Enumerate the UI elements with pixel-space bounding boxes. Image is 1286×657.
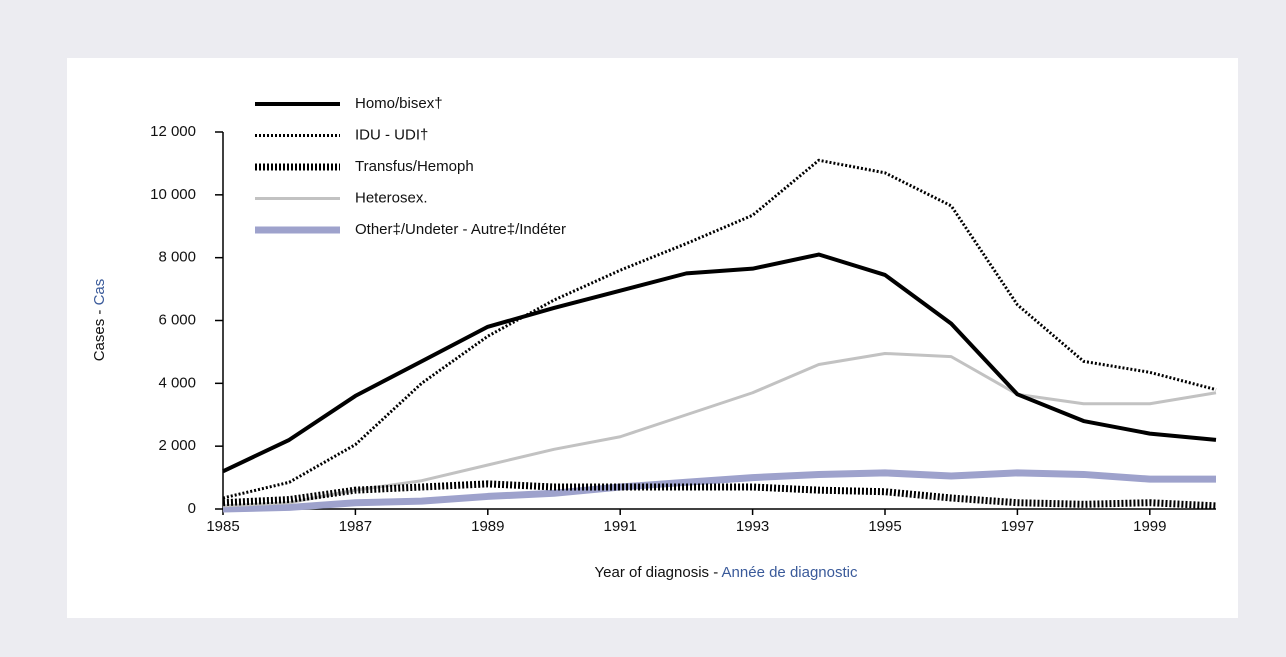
series-line: [222, 469, 1216, 513]
y-label-en: Cases -: [91, 305, 108, 361]
y-tick-label: 8 000: [158, 249, 196, 266]
x-label-fr: Année de diagnostic: [722, 564, 858, 581]
legend-label: Heterosex.: [355, 189, 428, 206]
y-tick-label: 4 000: [158, 374, 196, 391]
panel: [67, 58, 1238, 618]
legend-label: Transfus/Hemoph: [355, 158, 474, 175]
y-tick-label: 6 000: [158, 311, 196, 328]
y-tick-label: 2 000: [158, 437, 196, 454]
x-axis-label: Year of diagnosis - Année de diagnostic: [595, 564, 858, 581]
series-line: [222, 252, 1217, 474]
x-tick-label: 1991: [604, 518, 637, 535]
y-label-fr: Cas: [91, 279, 108, 306]
legend-label: IDU - UDI†: [355, 126, 428, 143]
y-tick-label: 0: [188, 500, 196, 517]
legend-label: Other‡/Undeter - Autre‡/Indéter: [355, 221, 566, 238]
x-tick-label: 1989: [471, 518, 504, 535]
x-tick-label: 1999: [1133, 518, 1166, 535]
x-tick-label: 1987: [339, 518, 372, 535]
y-axis-label: Cases - Cas: [91, 279, 108, 362]
y-tick-label: 12 000: [150, 123, 196, 140]
x-tick-label: 1993: [736, 518, 769, 535]
x-tick-label: 1995: [868, 518, 901, 535]
x-tick-label: 1985: [206, 518, 239, 535]
x-tick-label: 1997: [1001, 518, 1034, 535]
y-tick-label: 10 000: [150, 186, 196, 203]
series-line: [222, 480, 1217, 510]
series-line: [222, 158, 1217, 500]
series-line: [222, 351, 1217, 508]
legend-label: Homo/bisex†: [355, 95, 443, 112]
x-label-en: Year of diagnosis -: [595, 564, 722, 581]
